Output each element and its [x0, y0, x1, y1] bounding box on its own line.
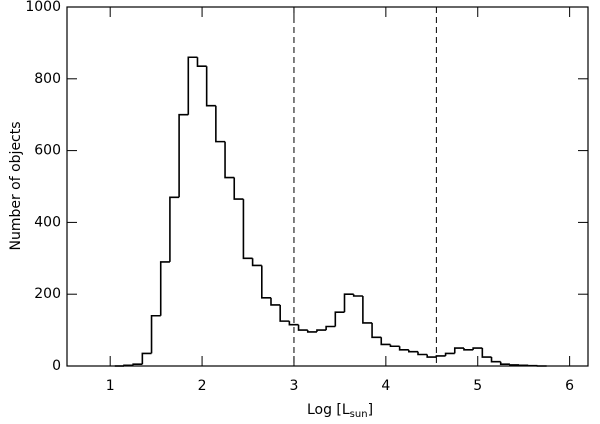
histogram-bar — [398, 346, 409, 351]
histogram-bar — [371, 322, 382, 339]
histogram-bar — [325, 325, 336, 331]
histogram-bar — [306, 330, 317, 333]
histogram-bar — [352, 294, 363, 297]
histogram-bar — [205, 66, 216, 107]
x-tick-label: 4 — [381, 378, 390, 394]
histogram-bar — [380, 337, 391, 346]
histogram-bar — [463, 348, 474, 351]
histogram-bar — [297, 324, 308, 331]
histogram-bar — [408, 349, 419, 353]
histogram-bar — [242, 199, 253, 260]
x-tick-label: 5 — [473, 378, 482, 394]
x-axis-label: Log [Lsun] — [307, 402, 373, 420]
histogram-bar — [196, 57, 207, 68]
histogram-bar — [233, 177, 244, 200]
histogram-bar — [141, 352, 152, 365]
y-tick-label: 800 — [34, 71, 61, 87]
histogram-bar — [132, 363, 143, 366]
plot-frame — [66, 6, 589, 367]
histogram-bar — [417, 351, 428, 356]
histogram-bar — [426, 354, 437, 358]
histogram-bar — [343, 293, 354, 313]
histogram-bar — [159, 261, 170, 316]
y-tick-label: 1000 — [25, 0, 61, 15]
histogram-bar — [453, 347, 464, 354]
histogram-bar — [150, 314, 161, 354]
histogram-bar — [444, 352, 455, 356]
histogram-bar — [334, 311, 345, 327]
histogram-bar — [490, 357, 501, 363]
x-tick-label: 1 — [106, 378, 115, 394]
y-axis-label: Number of objects — [8, 121, 24, 250]
histogram-bar — [435, 355, 446, 358]
x-tick-label: 2 — [198, 378, 207, 394]
y-tick-label: 200 — [34, 286, 61, 302]
histogram-bar — [187, 56, 198, 115]
histogram-bar — [261, 265, 271, 299]
histogram-bar — [509, 364, 520, 366]
histogram-bar — [178, 113, 189, 198]
histogram-bar — [123, 364, 134, 367]
x-tick-label: 6 — [565, 378, 574, 394]
histogram-bar — [279, 304, 290, 322]
y-tick-label: 400 — [34, 214, 61, 230]
histogram-bar — [499, 361, 510, 366]
histogram-bar — [169, 196, 180, 262]
histogram-bar — [472, 347, 483, 350]
histogram-bar — [224, 141, 235, 179]
histogram-bar — [288, 321, 299, 326]
histogram-bar — [215, 105, 226, 143]
histogram-bar — [362, 295, 373, 324]
x-label-end: ] — [368, 402, 373, 418]
histogram-bar — [481, 348, 492, 358]
histogram-bar — [316, 329, 327, 332]
x-label-sub: sun — [350, 409, 368, 420]
x-label-main: Log [L — [307, 402, 350, 418]
x-tick-label: 3 — [290, 378, 299, 394]
y-tick-label: 0 — [52, 358, 61, 374]
y-tick-label: 600 — [34, 143, 61, 159]
histogram-bar — [251, 258, 262, 267]
histogram-bar — [389, 344, 400, 348]
histogram-bar — [270, 297, 281, 306]
